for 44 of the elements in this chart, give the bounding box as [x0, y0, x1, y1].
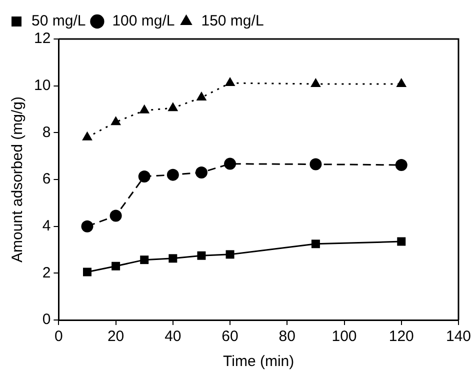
point — [195, 166, 208, 178]
point — [396, 78, 407, 87]
x-tick-label: 0 — [54, 328, 63, 346]
x-tick-label: 80 — [278, 328, 296, 346]
point — [197, 251, 206, 260]
legend-label: 50 mg/L — [32, 12, 86, 30]
point — [310, 78, 321, 87]
point — [112, 262, 120, 270]
point — [168, 102, 178, 112]
point — [83, 268, 92, 276]
point — [81, 220, 94, 232]
y-tick-label: 2 — [42, 264, 51, 282]
point — [311, 240, 320, 248]
x-tick-label: 20 — [107, 328, 124, 346]
point — [168, 254, 178, 263]
point — [395, 158, 408, 171]
y-axis-title: Amount adsorbed (mg/g) — [9, 96, 26, 262]
point — [110, 116, 121, 126]
point — [138, 170, 150, 182]
legend-label: 150 mg/L — [201, 12, 264, 30]
x-tick-label: 60 — [222, 328, 238, 346]
y-tick-label: 12 — [34, 30, 51, 48]
point — [226, 250, 234, 259]
point — [224, 77, 236, 86]
y-tick-label: 8 — [42, 124, 51, 141]
y-tick-label: 0 — [42, 311, 51, 328]
x-tick-label: 100 — [332, 328, 357, 346]
point — [166, 168, 179, 181]
point — [196, 92, 207, 101]
point — [397, 237, 406, 246]
point — [224, 158, 236, 170]
point — [110, 210, 122, 222]
x-tick-label: 120 — [388, 328, 414, 346]
legend-label: 100 mg/L — [112, 12, 175, 30]
y-tick-label: 6 — [42, 170, 51, 188]
point — [310, 158, 322, 170]
y-tick-label: 4 — [42, 217, 51, 234]
y-tick-label: 10 — [34, 76, 51, 94]
x-tick-label: 40 — [164, 328, 182, 346]
point — [140, 256, 149, 264]
x-axis-title: Time (min) — [223, 353, 294, 370]
point — [139, 104, 150, 114]
x-tick-label: 140 — [446, 328, 471, 346]
point — [82, 131, 92, 140]
